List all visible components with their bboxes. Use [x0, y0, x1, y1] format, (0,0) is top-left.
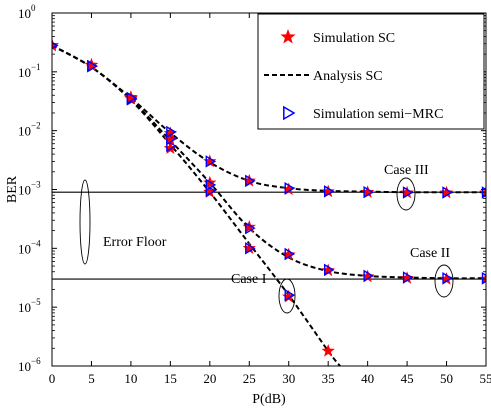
y-tick-label: 10−3 — [18, 180, 41, 198]
y-tick-exponent: 0 — [31, 3, 36, 13]
y-tick-exponent: −3 — [31, 180, 41, 190]
case1-label: Case I — [231, 272, 267, 287]
legend-entry-label: Simulation semi−MRC — [313, 107, 443, 122]
x-axis-label: P(dB) — [252, 392, 286, 407]
y-tick-label: 10−6 — [18, 356, 41, 374]
y-tick-exponent: −4 — [31, 238, 41, 248]
x-tick-label: 55 — [480, 371, 491, 386]
legend: Simulation SC Analysis SC Simulation semi−… — [258, 14, 484, 129]
case2-label: Case II — [410, 246, 450, 261]
x-tick-label: 0 — [49, 371, 56, 386]
y-tick-exponent: −1 — [31, 62, 41, 72]
case3-label: Case III — [384, 163, 429, 178]
y-tick-exponent: −5 — [31, 297, 41, 307]
y-tick-exponent: −6 — [31, 356, 41, 366]
x-tick-label: 15 — [164, 371, 177, 386]
x-tick-label: 25 — [243, 371, 256, 386]
error-floor-label: Error Floor — [103, 235, 167, 250]
x-tick-label: 5 — [88, 371, 95, 386]
y-axis-label: BER — [5, 175, 20, 203]
x-tick-label: 35 — [322, 371, 335, 386]
y-tick-label: 10−2 — [18, 121, 41, 139]
x-tick-label: 40 — [361, 371, 374, 386]
y-tick-label: 10−4 — [18, 238, 41, 256]
x-tick-label: 30 — [282, 371, 295, 386]
y-tick-label: 100 — [18, 3, 36, 21]
y-tick-label: 10−1 — [18, 62, 41, 80]
y-tick-label: 10−5 — [18, 297, 41, 315]
y-tick-exponent: −2 — [31, 121, 41, 131]
x-tick-label: 50 — [440, 371, 453, 386]
x-tick-label: 45 — [401, 371, 414, 386]
legend-entry-label: Simulation SC — [313, 31, 395, 46]
x-tick-label: 20 — [203, 371, 216, 386]
legend-entry-label: Analysis SC — [313, 69, 383, 84]
x-tick-label: 10 — [124, 371, 137, 386]
